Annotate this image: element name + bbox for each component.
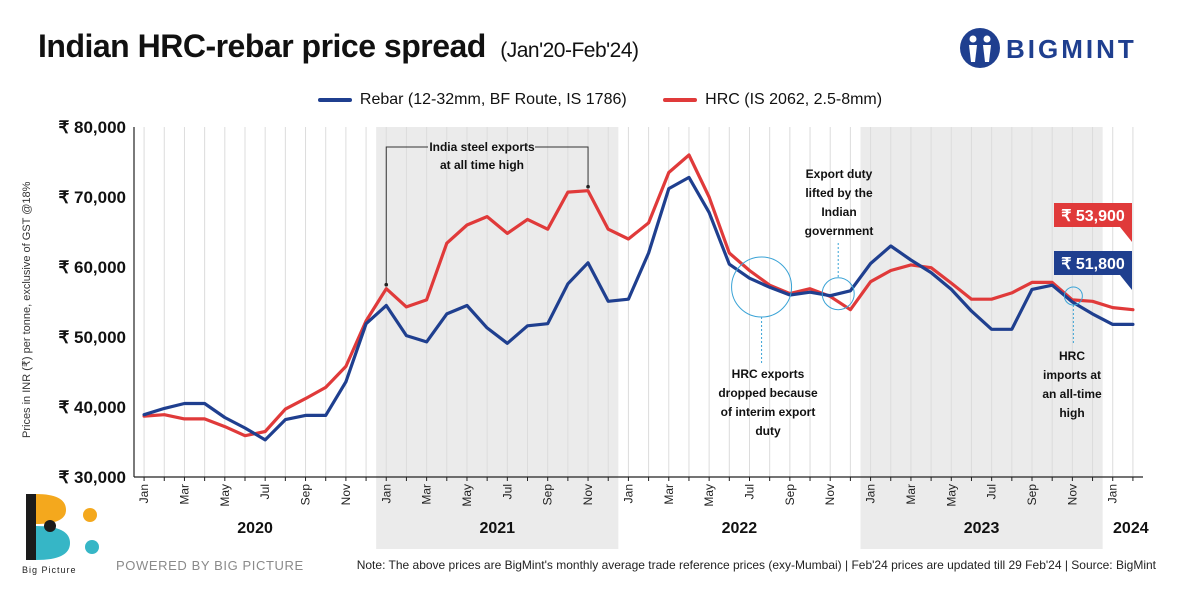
- annotation-imports-high: imports at: [1043, 368, 1101, 382]
- x-tick-label: Jul: [742, 484, 756, 499]
- year-label: 2023: [964, 520, 1000, 537]
- big-picture-label: Big Picture: [22, 565, 77, 575]
- year-label: 2021: [479, 520, 515, 537]
- x-tick-label: Jan: [137, 484, 151, 503]
- x-tick-label: Mar: [420, 484, 434, 505]
- annotation-circle: [731, 256, 793, 318]
- x-tick-label: Jan: [621, 484, 635, 503]
- annotation-imports-high: high: [1059, 406, 1084, 420]
- end-value-text: ₹ 53,900: [1061, 208, 1125, 225]
- x-tick-label: May: [944, 484, 958, 507]
- hrc-line: [142, 153, 1135, 438]
- x-tick-label: May: [702, 484, 716, 507]
- rebar-line: [142, 175, 1135, 442]
- end-value-label-0: ₹ 53,900: [1054, 203, 1132, 242]
- end-value-tag: [1054, 203, 1132, 242]
- legend-label-hrc: HRC (IS 2062, 2.5-8mm): [705, 91, 883, 108]
- x-tick-label: Sep: [299, 484, 313, 506]
- y-tick-label: ₹ 40,000: [58, 398, 126, 417]
- x-tick-label: May: [460, 484, 474, 507]
- y-tick-label: ₹ 50,000: [58, 328, 126, 347]
- shaded-band-2023: [860, 127, 1103, 549]
- annotation-exports-dropped: HRC exports: [732, 367, 805, 381]
- year-label: 2022: [722, 520, 758, 537]
- annotation-duty-lifted: Export duty: [806, 167, 873, 181]
- annotation-exports-dropped: dropped because: [718, 386, 818, 400]
- big-picture-logo: [26, 494, 99, 560]
- y-tick-label: ₹ 30,000: [58, 468, 126, 487]
- legend-item-hrc: HRC (IS 2062, 2.5-8mm): [663, 91, 882, 109]
- x-tick-label: Jan: [864, 484, 878, 503]
- annotation-duty-lifted: lifted by the: [805, 186, 873, 200]
- brand-name: BIGMINT: [1006, 34, 1137, 64]
- x-tick-label: Nov: [581, 484, 595, 505]
- chart-legend: Rebar (12-32mm, BF Route, IS 1786) HRC (…: [0, 91, 1200, 109]
- annotation-exports-high: India steel exports: [429, 140, 535, 154]
- x-tick-label: Jul: [500, 484, 514, 499]
- annotation-imports-high: HRC: [1059, 349, 1085, 363]
- annotation-duty-lifted: government: [805, 224, 874, 238]
- legend-label-rebar: Rebar (12-32mm, BF Route, IS 1786): [359, 91, 627, 108]
- x-tick-label: Sep: [1025, 484, 1039, 506]
- end-value-tag: [1054, 251, 1132, 290]
- legend-swatch-hrc: [663, 97, 698, 102]
- legend-item-rebar: Rebar (12-32mm, BF Route, IS 1786): [317, 91, 627, 109]
- source-note: Note: The above prices are BigMint's mon…: [356, 558, 1156, 572]
- annotation-leader: [385, 146, 428, 285]
- annotation-dot: [586, 184, 590, 189]
- x-tick-label: Jan: [379, 484, 393, 503]
- annotation-leader: [535, 146, 589, 187]
- y-tick-label: ₹ 60,000: [58, 258, 126, 277]
- y-tick-label: ₹ 80,000: [58, 118, 126, 137]
- powered-by-text: POWERED BY BIG PICTURE: [116, 558, 304, 573]
- x-tick-label: Nov: [339, 484, 353, 505]
- x-tick-label: Jul: [258, 484, 272, 499]
- x-tick-label: May: [218, 484, 232, 507]
- x-tick-label: Jul: [985, 484, 999, 499]
- end-value-text: ₹ 51,800: [1061, 256, 1125, 273]
- x-tick-label: Mar: [662, 484, 676, 505]
- year-label: 2020: [237, 520, 273, 537]
- annotation-duty-lifted: Indian: [821, 205, 856, 219]
- bigmint-logo-icon: [960, 28, 1000, 68]
- title-subtitle: (Jan'20-Feb'24): [500, 39, 639, 62]
- x-tick-label: Mar: [177, 484, 191, 505]
- annotation-exports-dropped: of interim export: [721, 405, 816, 419]
- chart-title: Indian HRC-rebar price spread (Jan'20-Fe…: [38, 28, 639, 65]
- annotation-imports-high: an all-time: [1042, 387, 1102, 401]
- x-tick-label: Mar: [904, 484, 918, 505]
- x-tick-label: Sep: [541, 484, 555, 506]
- title-text: Indian HRC-rebar price spread: [38, 28, 486, 64]
- annotation-exports-dropped: duty: [755, 424, 781, 438]
- annotation-exports-high: at all time high: [440, 158, 524, 172]
- x-tick-label: Nov: [823, 484, 837, 505]
- x-tick-label: Nov: [1065, 484, 1079, 505]
- end-value-label-1: ₹ 51,800: [1054, 251, 1132, 290]
- annotation-dot: [384, 282, 389, 287]
- bigmint-logo: BIGMINT: [958, 26, 1158, 70]
- y-tick-label: ₹ 70,000: [58, 188, 126, 207]
- legend-swatch-rebar: [317, 97, 352, 102]
- year-label: 2024: [1113, 520, 1149, 537]
- annotation-circle: [821, 277, 855, 311]
- x-tick-label: Jan: [1106, 484, 1120, 503]
- x-tick-label: Sep: [783, 484, 797, 506]
